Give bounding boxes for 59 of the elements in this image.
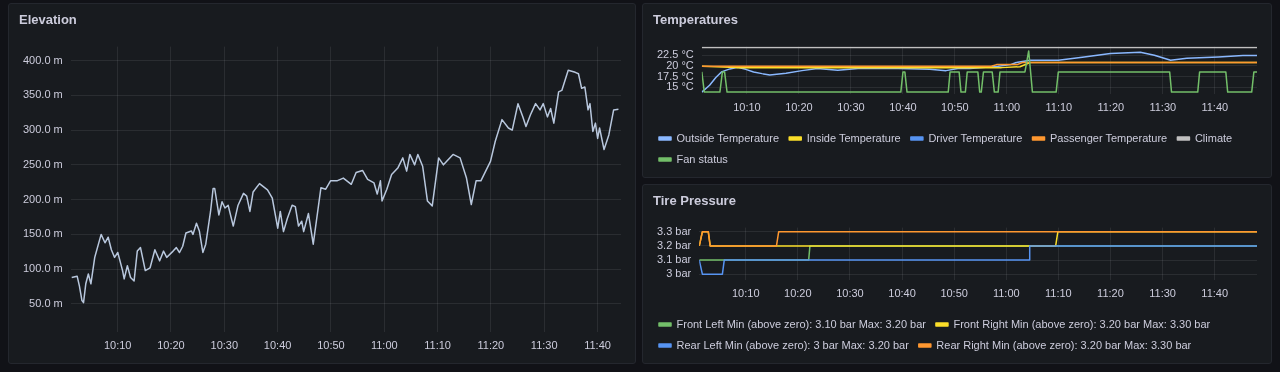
x-tick-label: 10:20 — [784, 287, 812, 300]
y-tick-label: 3.1 bar — [657, 253, 692, 266]
chart-title: Temperatures — [653, 12, 739, 27]
x-tick-label: 10:20 — [785, 101, 813, 114]
y-tick-label: 15 °C — [666, 80, 694, 93]
x-tick-label: 11:10 — [424, 339, 451, 352]
legend-label: Front Left Min (above zero): 3.10 bar Max: 3.20 bar — [676, 317, 927, 330]
x-tick-label: 11:10 — [1045, 101, 1073, 114]
y-tick-label: 50.0 m — [29, 297, 63, 310]
y-tick-label: 22.5 °C — [657, 48, 694, 61]
y-tick-label: 100.0 m — [23, 262, 63, 275]
x-tick-label: 11:40 — [1201, 287, 1229, 300]
legend-label: Front Right Min (above zero): 3.20 bar Max: 3.30 bar — [953, 317, 1211, 330]
y-tick-label: 250.0 m — [23, 157, 63, 170]
x-tick-label: 10:50 — [940, 287, 968, 300]
legend-label: Inside Temperature — [806, 131, 901, 144]
x-tick-label: 11:20 — [477, 339, 505, 352]
x-tick-label: 10:10 — [103, 339, 132, 352]
y-tick-label: 200.0 m — [23, 192, 63, 205]
legend-label: Driver Temperature — [928, 131, 1023, 144]
x-tick-label: 10:50 — [317, 339, 345, 352]
chart-title: Tire Pressure — [653, 193, 736, 208]
x-tick-label: 10:20 — [157, 339, 185, 352]
y-tick-label: 400.0 m — [23, 53, 63, 66]
legend-label: Passenger Temperature — [1050, 131, 1168, 144]
legend-label: Rear Left Min (above zero): 3 bar Max: 3.20 bar — [676, 338, 910, 351]
legend-label: Outside Temperature — [676, 131, 780, 144]
y-tick-label: 17.5 °C — [657, 69, 694, 82]
x-tick-label: 10:10 — [733, 101, 761, 114]
x-tick-label: 10:10 — [731, 287, 760, 300]
x-tick-label: 11:10 — [1045, 287, 1072, 300]
x-tick-label: 10:50 — [941, 101, 969, 114]
y-tick-label: 3 bar — [666, 267, 692, 280]
x-tick-label: 10:30 — [836, 287, 864, 300]
y-tick-label: 150.0 m — [23, 227, 63, 240]
y-tick-label: 20 °C — [666, 58, 694, 71]
chart-title: Elevation — [19, 12, 77, 27]
legend-label: Fan status — [676, 152, 729, 165]
y-tick-label: 300.0 m — [23, 123, 63, 136]
x-tick-label: 10:30 — [837, 101, 865, 114]
x-tick-label: 11:30 — [1149, 101, 1177, 114]
x-tick-label: 11:20 — [1097, 101, 1125, 114]
x-tick-label: 11:00 — [993, 101, 1021, 114]
legend-label: Rear Right Min (above zero): 3.20 bar Max: 3.30 bar — [936, 338, 1192, 351]
x-tick-label: 11:20 — [1097, 287, 1124, 300]
y-tick-label: 3.2 bar — [657, 238, 692, 251]
x-tick-label: 10:40 — [888, 287, 916, 300]
x-tick-label: 11:00 — [370, 339, 398, 352]
y-tick-label: 350.0 m — [23, 88, 63, 101]
x-tick-label: 11:40 — [1201, 101, 1229, 114]
x-tick-label: 11:40 — [584, 339, 611, 352]
y-tick-label: 3.3 bar — [657, 224, 692, 237]
x-tick-label: 10:40 — [263, 339, 292, 352]
x-tick-label: 11:00 — [992, 287, 1020, 300]
x-tick-label: 11:30 — [1149, 287, 1176, 300]
legend-label: Climate — [1194, 131, 1233, 144]
x-tick-label: 11:30 — [530, 339, 558, 352]
x-tick-label: 10:40 — [889, 101, 917, 114]
x-tick-label: 10:30 — [210, 339, 239, 352]
